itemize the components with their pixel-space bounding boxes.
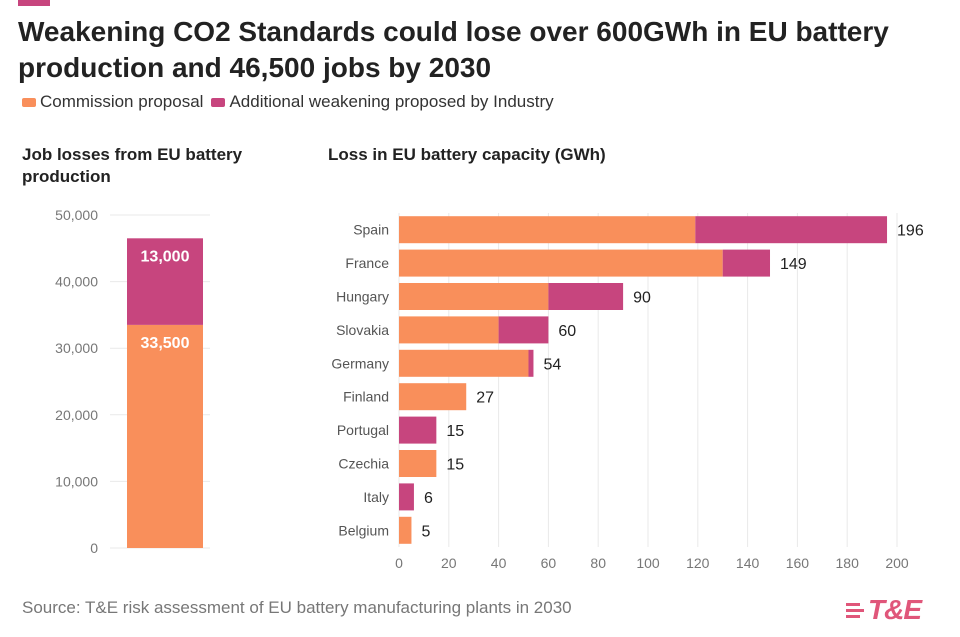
category-label: Portugal	[337, 422, 389, 438]
source-note: Source: T&E risk assessment of EU batter…	[22, 598, 572, 617]
legend-label-commission: Commission proposal	[40, 92, 204, 111]
capacity-bar-segment	[399, 483, 414, 511]
capacity-bar-segment	[722, 249, 771, 277]
capacity-total-label: 196	[897, 223, 924, 240]
job-losses-bar-segment	[127, 324, 203, 548]
left-y-tick-label: 10,000	[55, 473, 98, 489]
right-x-tick-label: 100	[636, 555, 660, 571]
right-x-tick-label: 200	[885, 555, 909, 571]
legend-label-industry: Additional weakening proposed by Industr…	[229, 92, 554, 111]
capacity-bar-segment	[399, 316, 499, 344]
capacity-bar-segment	[498, 316, 549, 344]
capacity-bar-segment	[399, 516, 412, 544]
left-y-tick-label: 40,000	[55, 274, 98, 290]
left-y-tick-label: 0	[90, 540, 98, 556]
capacity-total-label: 90	[633, 290, 651, 307]
chart-title: Weakening CO2 Standards could lose over …	[18, 16, 889, 83]
capacity-bar-segment	[548, 283, 624, 310]
te-logo: T&E	[846, 594, 922, 626]
capacity-bar-segment	[695, 216, 888, 244]
right-x-tick-label: 120	[686, 555, 710, 571]
category-label: Finland	[343, 389, 389, 405]
capacity-chart-title: Loss in EU battery capacity (GWh)	[328, 145, 606, 164]
legend-swatch-commission	[22, 97, 36, 107]
category-label: Italy	[363, 489, 389, 505]
logo-lines-icon	[846, 602, 864, 618]
capacity-bar-segment	[399, 349, 529, 377]
category-label: France	[345, 255, 389, 271]
category-label: Slovakia	[336, 322, 389, 338]
capacity-total-label: 5	[421, 523, 430, 540]
category-label: Czechia	[338, 456, 389, 472]
capacity-bar-segment	[399, 216, 696, 244]
category-label: Hungary	[336, 289, 389, 305]
capacity-total-label: 149	[780, 256, 807, 273]
capacity-bar-segment	[399, 383, 467, 411]
category-label: Belgium	[338, 522, 389, 538]
job-losses-data-label: 13,000	[141, 248, 190, 265]
legend-swatch-industry	[211, 97, 226, 107]
right-x-tick-label: 40	[491, 555, 507, 571]
right-x-tick-label: 60	[541, 555, 557, 571]
left-y-tick-label: 50,000	[55, 207, 98, 223]
capacity-bar-segment	[399, 416, 437, 444]
right-x-tick-label: 160	[786, 555, 810, 571]
right-x-tick-label: 20	[441, 555, 457, 571]
job-losses-bar-segment	[127, 238, 203, 325]
legend-item-commission: Commission proposal	[22, 92, 203, 112]
capacity-total-label: 6	[424, 490, 433, 507]
logo-text: T&E	[868, 594, 922, 625]
right-x-tick-label: 180	[836, 555, 860, 571]
right-x-tick-label: 0	[395, 555, 403, 571]
capacity-bar-segment	[399, 283, 549, 310]
job-losses-data-label: 33,500	[141, 335, 190, 352]
capacity-total-label: 54	[543, 356, 561, 373]
capacity-bar-segment	[399, 450, 437, 477]
legend-item-industry: Additional weakening proposed by Industr…	[211, 92, 554, 112]
right-x-tick-label: 80	[590, 555, 606, 571]
left-y-tick-label: 20,000	[55, 407, 98, 423]
left-y-tick-label: 30,000	[55, 340, 98, 356]
capacity-total-label: 15	[446, 423, 464, 440]
category-label: Germany	[331, 355, 389, 371]
capacity-total-label: 60	[558, 323, 576, 340]
capacity-total-label: 15	[446, 457, 464, 474]
capacity-bar-segment	[399, 249, 723, 277]
category-label: Spain	[353, 222, 389, 238]
job-losses-chart-title: Job losses from EU battery production	[22, 145, 243, 186]
legend: Commission proposal Additional weakening…	[22, 92, 554, 112]
right-x-tick-label: 140	[736, 555, 760, 571]
accent-bar	[18, 0, 50, 6]
capacity-bar-segment	[528, 349, 534, 377]
capacity-total-label: 27	[476, 390, 494, 407]
